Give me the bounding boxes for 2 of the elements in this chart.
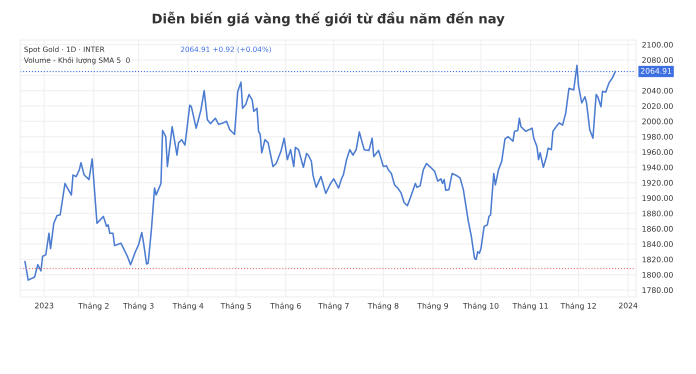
- chart-title: Diễn biến giá vàng thế giới từ đầu năm đến nay: [152, 12, 505, 26]
- line-series: [24, 64, 616, 281]
